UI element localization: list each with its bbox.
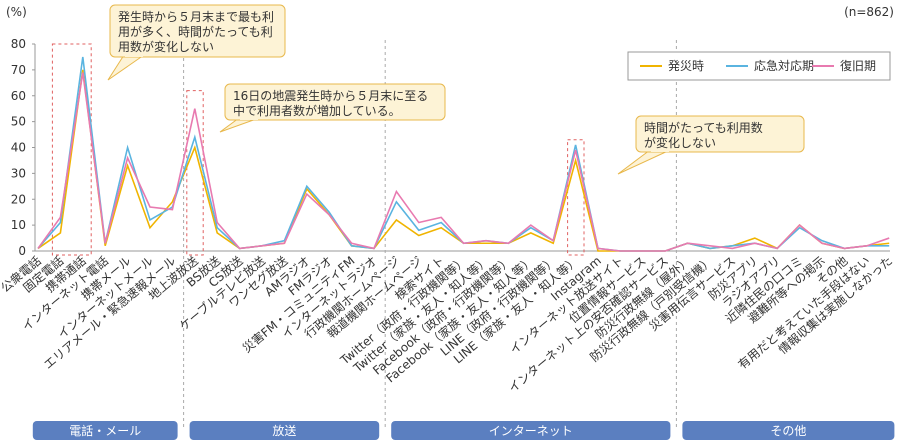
y-tick-label: 0	[18, 244, 26, 258]
legend-label: 応急対応期	[754, 58, 814, 73]
highlight-box	[51, 43, 92, 256]
callout-tail	[107, 54, 145, 81]
callout-text: 用数が変化しない	[118, 39, 214, 54]
series-line	[37, 56, 890, 252]
callout-box	[224, 83, 446, 121]
y-tick-label: 50	[11, 115, 26, 129]
y-tick-label: 20	[11, 192, 26, 206]
callout-cover	[240, 117, 258, 120]
callout-tail	[617, 149, 671, 175]
callout-text: が変化しない	[644, 135, 716, 150]
callout-text: 用が多く、時間がたっても利	[118, 24, 273, 39]
y-tick-label: 30	[11, 166, 26, 180]
group-label: 放送	[272, 423, 296, 438]
callout-box	[635, 115, 805, 153]
y-tick-label: 70	[11, 63, 26, 77]
legend-label: 復旧期	[840, 58, 876, 73]
group-label: その他	[770, 424, 806, 438]
series-line	[37, 72, 890, 252]
callout-box	[109, 4, 286, 58]
y-tick-label: 80	[11, 37, 26, 51]
callout-cover	[651, 149, 669, 152]
note: (n=862)	[844, 5, 894, 19]
series-line	[37, 69, 890, 252]
callout-text: 16日の地震発生時から５月末に至る	[233, 89, 428, 103]
callout-tail	[219, 117, 260, 133]
callout-cover	[125, 54, 143, 57]
group-bar	[32, 421, 178, 440]
callout-text: 中で利用者数が増加している。	[233, 103, 401, 118]
group-bar	[189, 421, 380, 440]
group-bar	[682, 421, 895, 440]
group-bar	[391, 421, 671, 440]
y-tick-label: 10	[11, 218, 26, 232]
callout-text: 時間がたっても利用数	[644, 120, 763, 135]
group-label: インターネット	[489, 424, 573, 438]
y-tick-label: 60	[11, 89, 26, 103]
callout-text: 発生時から５月末まで最も利	[118, 10, 274, 24]
highlight-box	[567, 139, 585, 256]
group-label: 電話・メール	[69, 423, 141, 438]
legend-label: 発災時	[668, 59, 704, 73]
y-tick-label: 40	[11, 141, 26, 155]
y-unit: (%)	[6, 5, 27, 19]
legend-box	[627, 51, 891, 81]
